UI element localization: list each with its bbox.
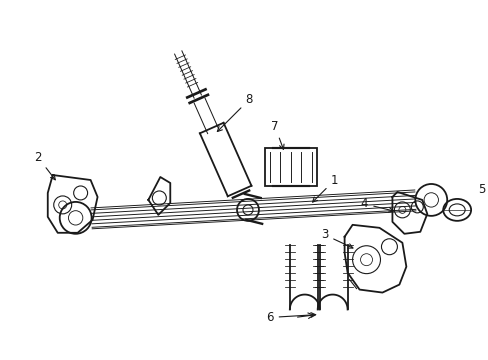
Text: 6: 6 — [265, 311, 315, 324]
Text: 2: 2 — [34, 150, 55, 180]
Text: 7: 7 — [270, 120, 284, 149]
Text: 8: 8 — [217, 93, 253, 131]
Bar — [264, 148, 316, 186]
Text: 4: 4 — [360, 197, 393, 212]
Text: 1: 1 — [312, 174, 338, 202]
Text: 5: 5 — [477, 184, 485, 197]
Text: 3: 3 — [320, 228, 352, 248]
